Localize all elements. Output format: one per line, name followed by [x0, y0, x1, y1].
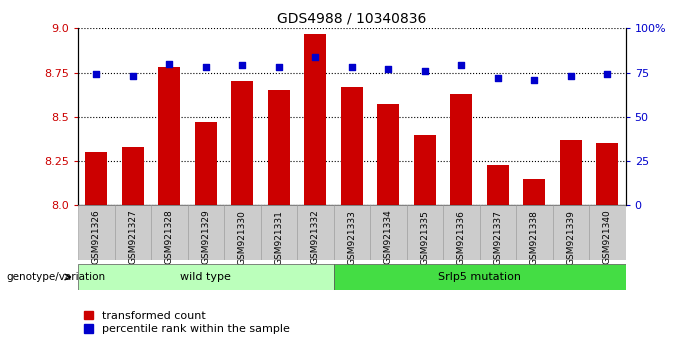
Text: GSM921328: GSM921328 [165, 210, 174, 264]
Text: GSM921339: GSM921339 [566, 210, 575, 264]
FancyBboxPatch shape [553, 205, 589, 260]
Text: GSM921327: GSM921327 [129, 210, 137, 264]
FancyBboxPatch shape [589, 205, 626, 260]
Text: GSM921332: GSM921332 [311, 210, 320, 264]
Point [602, 72, 613, 77]
FancyBboxPatch shape [479, 205, 516, 260]
Bar [268, 90, 290, 205]
FancyBboxPatch shape [516, 205, 553, 260]
Bar [377, 104, 399, 205]
Text: GSM921337: GSM921337 [494, 210, 503, 264]
Bar [560, 140, 582, 205]
Point [128, 73, 139, 79]
Bar [450, 94, 473, 205]
FancyBboxPatch shape [443, 205, 479, 260]
Point [91, 72, 102, 77]
FancyBboxPatch shape [188, 205, 224, 260]
Bar [487, 165, 509, 205]
Point [383, 66, 394, 72]
Point [237, 63, 248, 68]
Bar [341, 87, 363, 205]
Bar [414, 135, 436, 205]
FancyBboxPatch shape [224, 205, 260, 260]
Text: GSM921336: GSM921336 [457, 210, 466, 264]
FancyBboxPatch shape [115, 205, 151, 260]
Point [565, 73, 576, 79]
Bar [86, 152, 107, 205]
Text: GSM921340: GSM921340 [603, 210, 612, 264]
Legend: transformed count, percentile rank within the sample: transformed count, percentile rank withi… [84, 311, 290, 334]
Bar [122, 147, 144, 205]
Text: GSM921330: GSM921330 [238, 210, 247, 264]
Text: GSM921338: GSM921338 [530, 210, 539, 264]
FancyBboxPatch shape [297, 205, 334, 260]
FancyBboxPatch shape [260, 205, 297, 260]
Title: GDS4988 / 10340836: GDS4988 / 10340836 [277, 12, 426, 26]
Point [273, 64, 284, 70]
Text: GSM921334: GSM921334 [384, 210, 393, 264]
Bar [305, 34, 326, 205]
Point [310, 54, 321, 59]
Text: genotype/variation: genotype/variation [7, 272, 106, 282]
Point [529, 77, 540, 82]
Point [492, 75, 503, 81]
FancyBboxPatch shape [151, 205, 188, 260]
FancyBboxPatch shape [370, 205, 407, 260]
Point [346, 64, 357, 70]
FancyBboxPatch shape [334, 205, 370, 260]
Point [201, 64, 211, 70]
Text: GSM921333: GSM921333 [347, 210, 356, 264]
Bar [524, 179, 545, 205]
Text: wild type: wild type [180, 272, 231, 282]
FancyBboxPatch shape [78, 264, 334, 290]
Bar [158, 67, 180, 205]
FancyBboxPatch shape [78, 205, 115, 260]
Text: Srlp5 mutation: Srlp5 mutation [438, 272, 521, 282]
Text: GSM921331: GSM921331 [275, 210, 284, 264]
Text: GSM921326: GSM921326 [92, 210, 101, 264]
Bar [195, 122, 217, 205]
FancyBboxPatch shape [334, 264, 626, 290]
Point [456, 63, 466, 68]
Bar [596, 143, 618, 205]
FancyBboxPatch shape [407, 205, 443, 260]
Text: GSM921329: GSM921329 [201, 210, 210, 264]
Point [420, 68, 430, 74]
Point [164, 61, 175, 67]
Text: GSM921335: GSM921335 [420, 210, 429, 264]
Bar [231, 81, 254, 205]
